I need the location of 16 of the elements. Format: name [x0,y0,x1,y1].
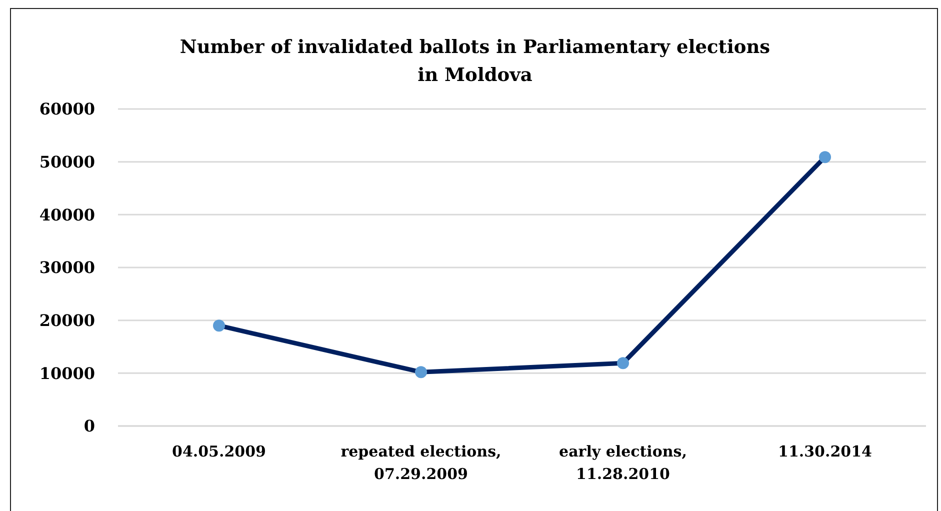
point [415,366,427,378]
y-tick-label: 60000 [39,100,95,119]
point [213,320,225,332]
x-tick-label: 11.30.2014 [778,442,872,460]
x-tick-label: repeated elections, 07.29.2009 [340,442,502,483]
chart-title: Number of invalidated ballots in Parliamentary elections in Moldova [178,36,772,88]
y-tick-label: 10000 [39,364,95,383]
y-tick-label: 50000 [39,152,95,172]
x-tick-label: 04.05.2009 [172,442,266,460]
y-tick-label: 30000 [39,258,95,278]
point [819,151,831,164]
y-tick-label: 20000 [39,311,95,330]
point [617,357,629,370]
y-tick-label: 0 [84,416,95,436]
x-tick-label: early elections, 11.28.2010 [559,442,687,483]
y-tick-label: 40000 [39,205,95,224]
